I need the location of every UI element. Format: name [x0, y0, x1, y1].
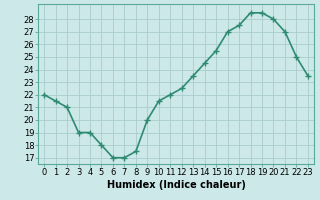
- X-axis label: Humidex (Indice chaleur): Humidex (Indice chaleur): [107, 180, 245, 190]
